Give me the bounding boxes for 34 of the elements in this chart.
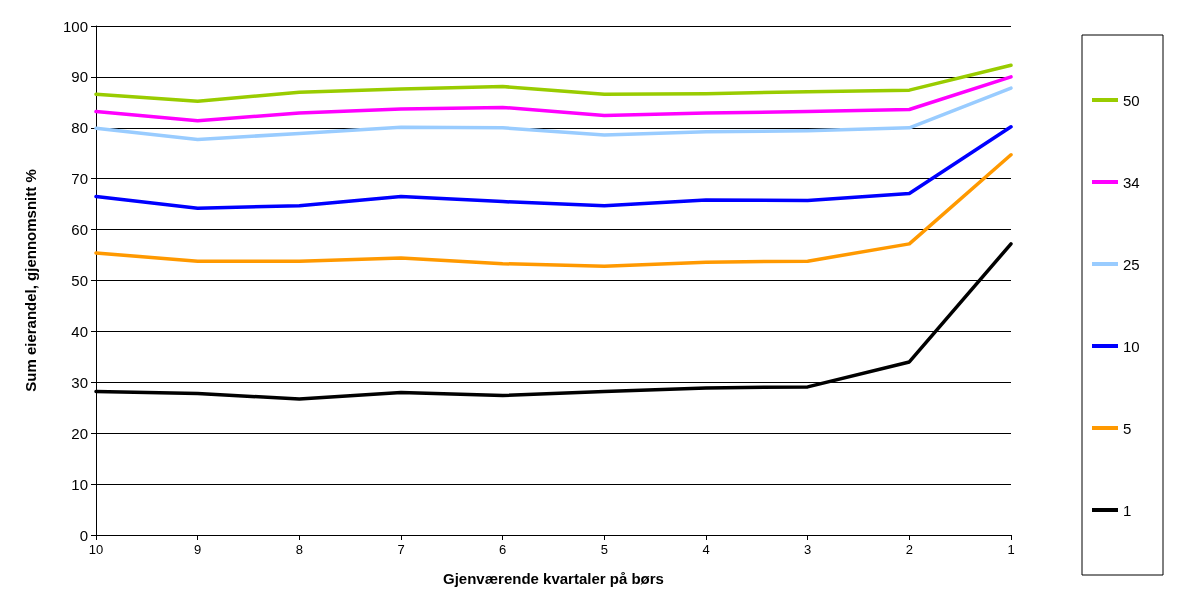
x-axis-title: Gjenværende kvartaler på børs (443, 570, 664, 587)
y-tick-label: 90 (71, 68, 88, 86)
y-tick-label: 100 (62, 17, 88, 35)
x-tick-label: 4 (702, 542, 710, 557)
x-tick-label: 9 (194, 542, 202, 557)
y-tick-label: 70 (71, 170, 88, 188)
line-series (94, 75, 1013, 123)
legend-label: 34 (1123, 173, 1140, 191)
legend-label: 50 (1123, 91, 1140, 109)
line-series (94, 86, 1013, 142)
legend-label: 5 (1123, 419, 1132, 437)
line-series (94, 63, 1013, 104)
line-series (94, 153, 1013, 268)
y-axis-title: Sum eierandel, gjennomsnitt % (22, 169, 39, 392)
x-tick-label: 7 (397, 542, 405, 557)
x-tick-label: 5 (600, 542, 608, 557)
x-tick-label: 2 (905, 542, 913, 557)
x-tick-label: 1 (1007, 542, 1015, 557)
y-tick-label: 80 (71, 119, 88, 137)
y-tick-label: 60 (71, 221, 88, 239)
y-tick-label: 30 (71, 373, 88, 391)
legend-label: 25 (1123, 255, 1140, 273)
y-tick-label: 40 (71, 322, 88, 340)
y-tick-label: 10 (71, 475, 88, 493)
y-tick-label: 0 (79, 526, 88, 544)
y-tick-label: 50 (71, 272, 88, 289)
x-tick-label: 6 (499, 542, 507, 557)
x-tick-label: 8 (295, 542, 303, 557)
x-tick-label: 3 (804, 542, 812, 557)
legend-label: 1 (1123, 501, 1132, 519)
legend-label: 10 (1123, 337, 1140, 355)
line-series (94, 125, 1013, 210)
x-tick-label: 10 (88, 542, 104, 557)
y-tick-label: 20 (71, 424, 88, 442)
